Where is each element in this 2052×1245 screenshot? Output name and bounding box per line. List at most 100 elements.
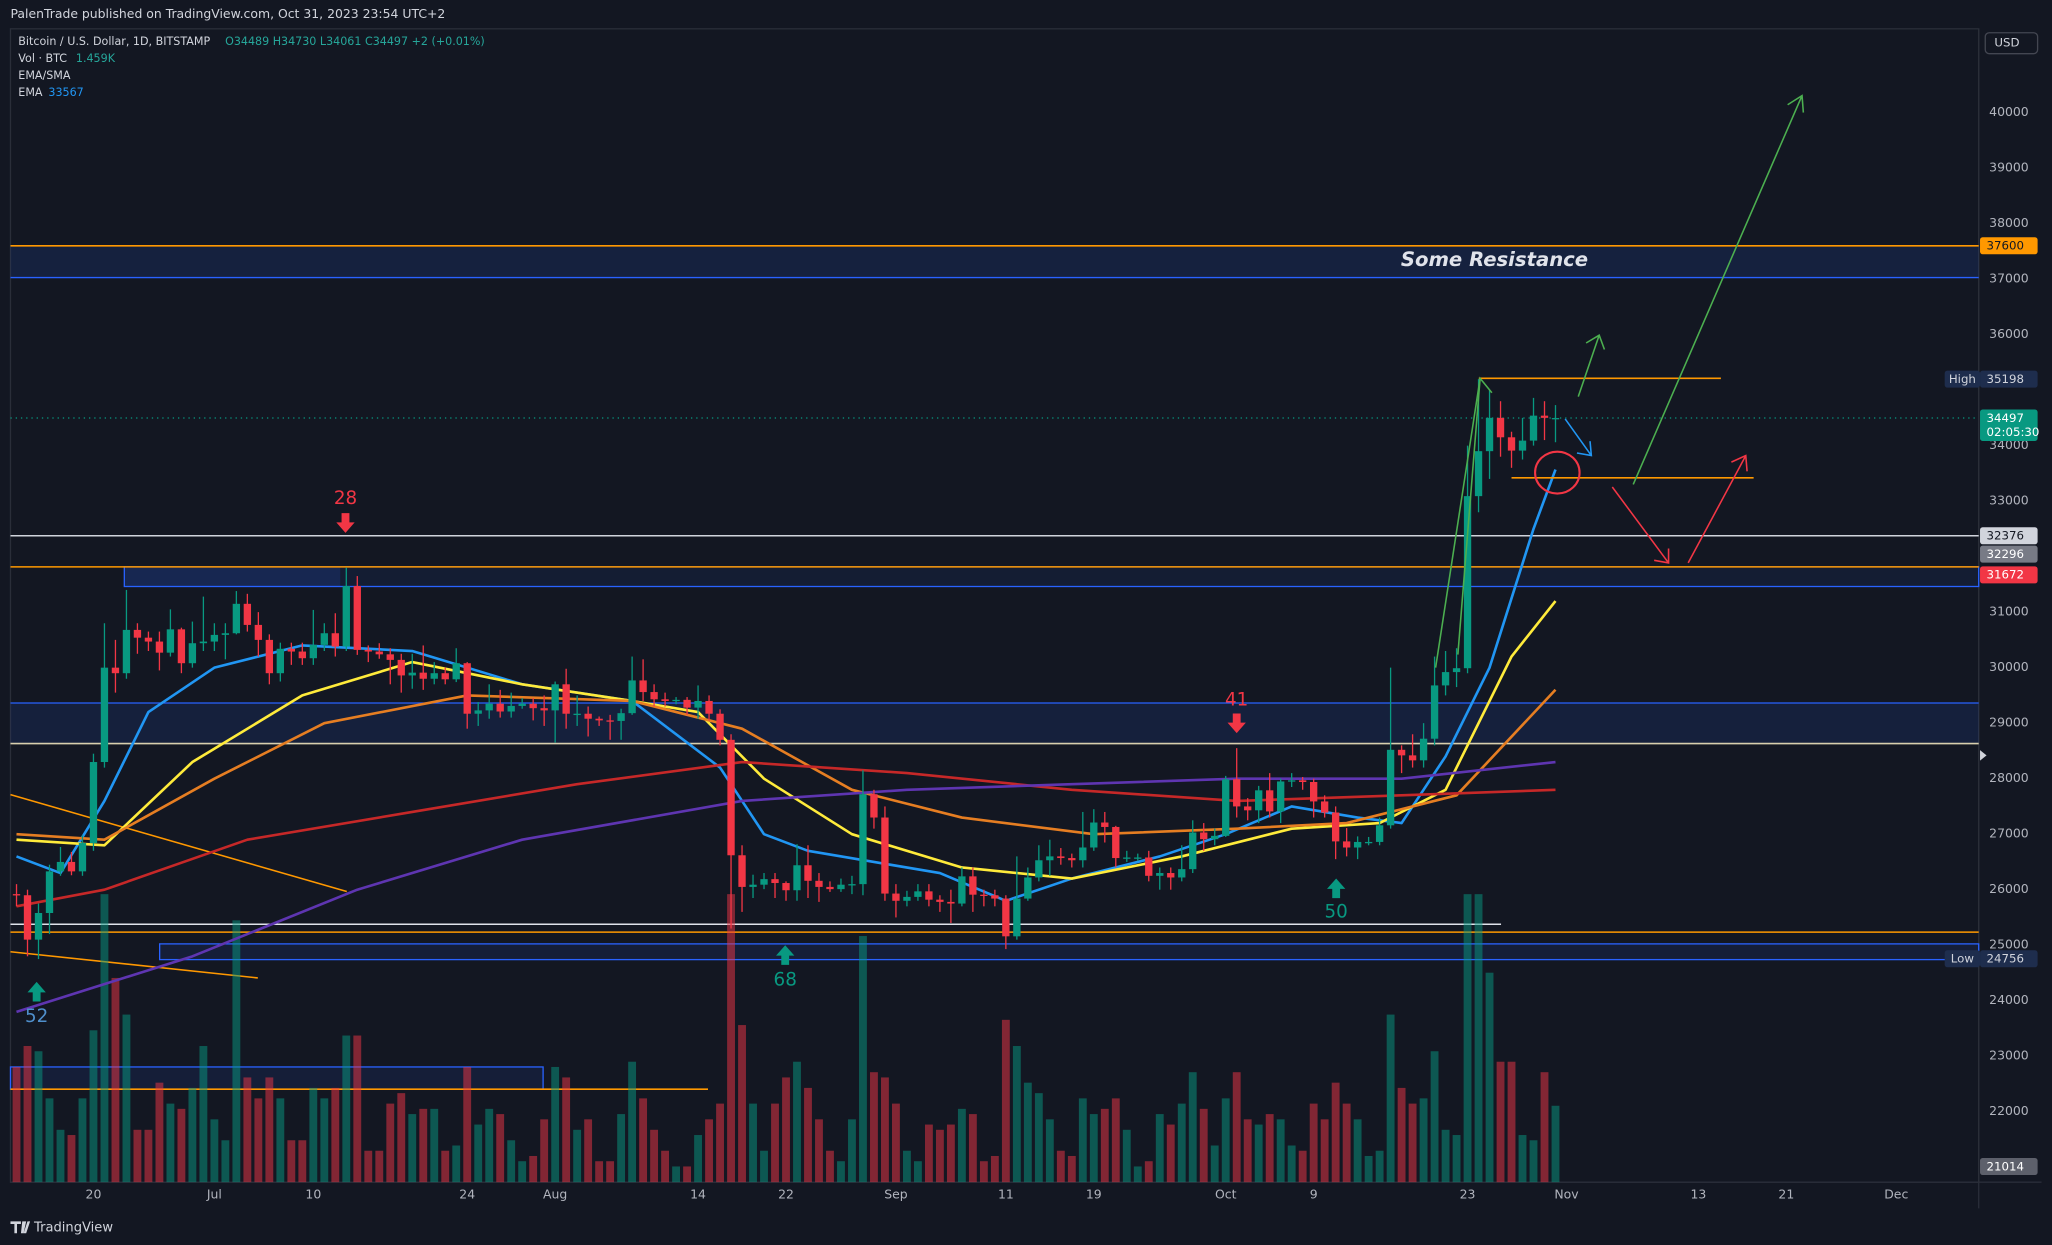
volume-bar: [1529, 1140, 1538, 1183]
candle-body: [1200, 832, 1208, 840]
pane: [9, 28, 1980, 1183]
volume-bar: [771, 1103, 779, 1183]
volume-bar: [727, 894, 735, 1183]
candle-body: [188, 643, 197, 664]
candle-body: [45, 871, 54, 913]
candle-body: [661, 699, 669, 701]
signal-count: 52: [25, 1006, 48, 1027]
candle-body: [1441, 672, 1450, 686]
candle-body: [144, 637, 153, 642]
resistance-label: Some Resistance: [1401, 248, 1588, 271]
scroll-marker: [1980, 750, 1987, 761]
volume-bar: [408, 1114, 417, 1183]
candle-body: [133, 629, 142, 638]
signal-arrow: [27, 981, 46, 1002]
price-label-box: [1980, 566, 2038, 584]
price-axis: 22000 23000 24000 25000 26000 27000 28000 29000…: [1989, 104, 2029, 1118]
legend-symbol: Bitcoin / U.S. Dollar, 1D, BITSTAMP: [18, 35, 210, 48]
trend-line: [10, 950, 258, 979]
volume-bar: [584, 1119, 593, 1183]
candle-body: [34, 912, 43, 940]
volume-bar: [694, 1135, 702, 1183]
price-label-box: [1980, 950, 2038, 968]
candle-body: [584, 713, 592, 719]
currency[interactable]: USD: [1994, 36, 2019, 50]
x-tick-label: 13: [1690, 1187, 1706, 1202]
candle-body: [518, 703, 526, 706]
moving-average: [16, 469, 1557, 903]
volume-bar: [287, 1140, 296, 1183]
candle-body: [683, 699, 691, 708]
volume-bar: [716, 1103, 724, 1183]
candle-body: [903, 896, 911, 901]
price-tag: High: [1949, 372, 1976, 386]
volume-bar: [1474, 894, 1483, 1183]
volume-bar: [386, 1103, 395, 1183]
x-tick-label: 14: [690, 1187, 706, 1202]
volume-bar: [979, 1161, 988, 1183]
volume-bar: [705, 1119, 713, 1183]
volume-bar: [1397, 1087, 1406, 1183]
candle-body: [1419, 738, 1428, 761]
volume-bar: [848, 1119, 856, 1183]
candle-body: [1397, 749, 1406, 756]
currency-button[interactable]: [1984, 32, 2039, 55]
candle-body: [375, 651, 383, 655]
volume-bar: [1144, 1161, 1153, 1183]
x-tick-label: Dec: [1884, 1187, 1908, 1202]
volume-bar: [265, 1077, 274, 1183]
volume-bar: [1265, 1114, 1274, 1183]
price-label: 32296: [1987, 547, 2024, 561]
candle-body: [1309, 781, 1318, 802]
zone-fill: [124, 566, 341, 587]
volume-bar: [870, 1072, 878, 1183]
volume-bar: [276, 1098, 285, 1183]
volume-bar: [913, 1161, 922, 1183]
candle-body: [1353, 841, 1362, 848]
volume-bar: [155, 1082, 164, 1183]
volume-bar: [133, 1129, 142, 1183]
legend: Bitcoin / U.S. Dollar, 1D, BITSTAMP O344…: [18, 35, 484, 99]
candle-body: [210, 634, 219, 642]
volume-bar: [1518, 1135, 1527, 1183]
zone: [123, 566, 1980, 588]
y-tick-label: 25000: [1989, 937, 2029, 952]
price-label-box: [1980, 370, 2038, 388]
x-tick-label: Sep: [884, 1187, 908, 1202]
resistance-zone: [10, 246, 1979, 278]
volume-bar: [595, 1161, 604, 1183]
volume-bar: [1243, 1119, 1252, 1183]
legend-volume: Vol · BTC: [18, 52, 67, 65]
volume-bar: [111, 977, 120, 1183]
moving-average: [16, 760, 1556, 1014]
candle-body: [760, 879, 768, 885]
volume-bar: [1485, 972, 1494, 1183]
candle-body: [1101, 822, 1109, 827]
volume-bar: [1276, 1119, 1285, 1183]
y-tick-label: 39000: [1989, 160, 2029, 175]
price-label-box: [1980, 1157, 2038, 1175]
candle-body: [12, 894, 21, 896]
candle-body: [364, 649, 372, 652]
x-tick-label: 20: [86, 1187, 102, 1202]
volume-bar: [177, 1108, 186, 1183]
legend-indicator: EMA/SMA: [18, 69, 71, 82]
volume-bar: [1089, 1114, 1098, 1183]
volume-bar: [1045, 1119, 1054, 1183]
y-tick-label: 37000: [1989, 271, 2029, 286]
candle-body: [1540, 415, 1549, 418]
candle-body: [804, 865, 812, 881]
x-tick-label: Aug: [543, 1187, 567, 1202]
trend-line: [10, 793, 348, 893]
candle-body: [672, 699, 680, 702]
volume-bar: [441, 1150, 450, 1183]
volume-bar: [199, 1046, 208, 1183]
candle-body: [1529, 415, 1538, 441]
signal-arrow: [1227, 713, 1246, 734]
candle-body: [452, 663, 460, 680]
candle-body: [1233, 779, 1241, 807]
candle-body: [122, 629, 131, 674]
brand: TradingView: [33, 1220, 113, 1235]
candle-body: [243, 603, 252, 625]
